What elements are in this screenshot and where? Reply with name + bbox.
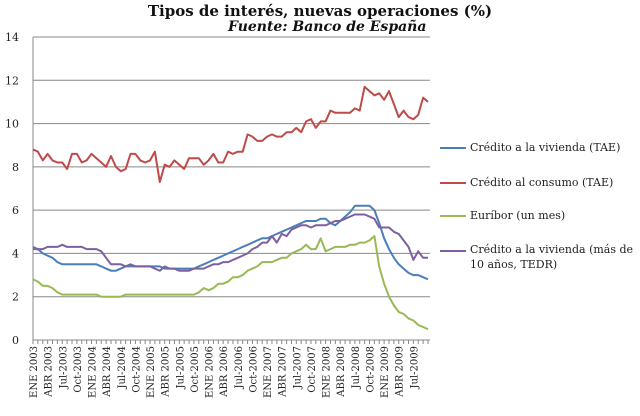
x-tick-label: ABR 2009 <box>395 346 406 398</box>
legend-label-0: Crédito a la vivienda (TAE) <box>470 141 621 154</box>
x-tick-label: ABR 2008 <box>336 346 347 398</box>
y-tick-label: 12 <box>5 74 19 87</box>
y-tick-label: 10 <box>5 118 19 131</box>
x-tick-label: Oct-2007 <box>307 346 318 393</box>
x-tick-label: Oct-2008 <box>365 346 376 393</box>
x-tick-label: Jul-2007 <box>292 346 303 389</box>
legend-swatch-2 <box>440 215 466 217</box>
x-tick-label: ABR 2007 <box>278 346 289 398</box>
x-tick-label: ENE 2007 <box>263 346 274 398</box>
x-tick-label: Jul-2004 <box>117 346 128 389</box>
x-tick-label: Oct-2003 <box>73 346 84 393</box>
legend-label-2: Euríbor (un mes) <box>470 209 566 222</box>
legend-label-3: Crédito a la vivienda (más de 10 años, T… <box>470 243 634 271</box>
x-tick-label: ENE 2004 <box>88 346 99 398</box>
x-tick-label: ENE 2003 <box>29 346 40 398</box>
chart-title: Tipos de interés, nuevas operaciones (%) <box>147 2 493 20</box>
x-tick-label: ABR 2003 <box>44 346 55 398</box>
x-tick-label: Jul-2009 <box>409 346 420 389</box>
y-tick-label: 14 <box>5 31 19 44</box>
legend-swatch-3 <box>440 250 466 252</box>
x-tick-label: ENE 2009 <box>380 346 391 398</box>
y-tick-label: 8 <box>12 161 19 174</box>
legend-label-1: Crédito al consumo (TAE) <box>470 176 614 189</box>
x-tick-label: ABR 2005 <box>161 346 172 398</box>
y-tick-label: 4 <box>12 247 19 260</box>
y-tick-label: 6 <box>12 204 19 217</box>
x-tick-label: Oct-2006 <box>248 346 259 393</box>
x-tick-label: ENE 2006 <box>205 346 216 398</box>
series-line-2 <box>32 235 429 331</box>
legend-swatch-1 <box>440 182 466 184</box>
chart-subtitle: Fuente: Banco de España <box>228 19 427 35</box>
series-line-0 <box>32 204 429 281</box>
x-tick-label: ABR 2006 <box>219 346 230 398</box>
x-tick-label: Jul-2005 <box>175 346 186 389</box>
series-line-3 <box>33 213 428 272</box>
series-line-1 <box>32 85 429 183</box>
x-tick-label: Oct-2004 <box>131 346 142 393</box>
y-tick-label: 0 <box>12 334 19 347</box>
y-tick-label: 2 <box>12 291 19 304</box>
x-tick-label: ABR 2004 <box>102 346 113 398</box>
legend-swatch-0 <box>440 147 466 149</box>
x-tick-label: Jul-2006 <box>234 346 245 389</box>
x-tick-label: Jul-2008 <box>351 346 362 389</box>
x-tick-label: Jul-2003 <box>58 346 69 389</box>
x-tick-label: Oct-2005 <box>190 346 201 393</box>
x-tick-label: ENE 2005 <box>146 346 157 398</box>
x-tick-label: ENE 2008 <box>322 346 333 398</box>
